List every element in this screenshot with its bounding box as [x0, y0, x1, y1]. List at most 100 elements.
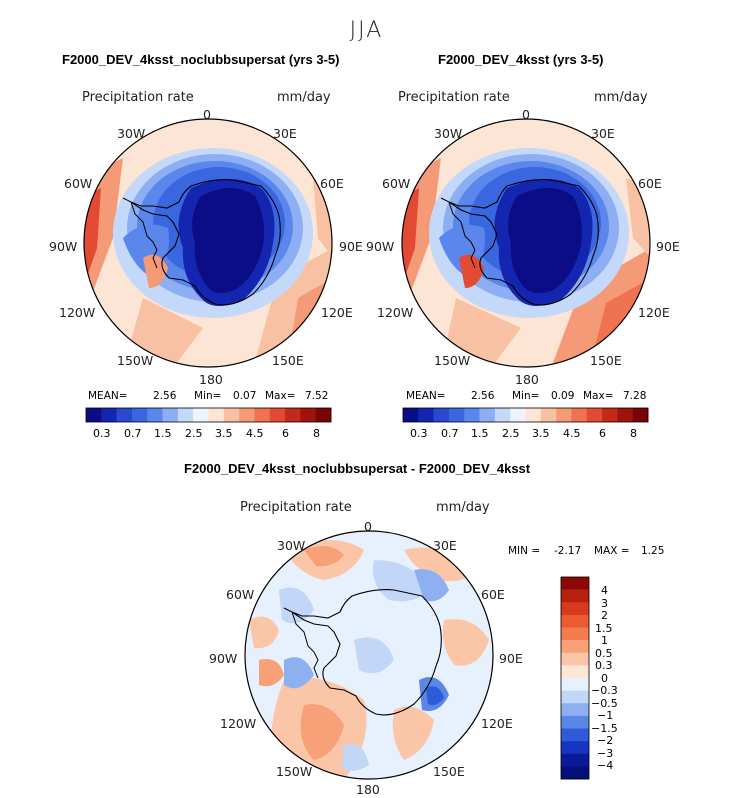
colorbar-swatch — [285, 408, 301, 422]
colorbar-swatch — [208, 408, 225, 422]
diff-cb-label-10: −1 — [597, 709, 614, 722]
right-lon-90w: 90W — [366, 239, 395, 254]
diff-lon-90e: 90E — [499, 651, 523, 666]
colorbar-swatch — [116, 408, 133, 422]
left-cb-label-5: 4.5 — [246, 427, 264, 440]
left-min-label: Min= — [194, 390, 222, 402]
right-lon-90e: 90E — [656, 239, 680, 254]
diff-lon-60w: 60W — [226, 587, 255, 602]
colorbar-swatch — [101, 408, 117, 422]
right-colorbar — [402, 407, 649, 423]
colorbar-swatch — [561, 678, 589, 691]
colorbar-frame — [402, 407, 649, 423]
colorbar-swatch — [315, 408, 332, 422]
right-mean-value: 2.56 — [471, 390, 495, 402]
diff-variable-label: Precipitation rate — [240, 500, 352, 515]
diff-panel-title: F2000_DEV_4ksst_noclubbsupersat - F2000_… — [184, 461, 531, 476]
left-lon-90w: 90W — [49, 239, 78, 254]
left-lon-30w: 30W — [117, 126, 146, 141]
left-max-value: 7.52 — [305, 390, 329, 402]
right-lon-120w: 120W — [377, 305, 414, 320]
colorbar-frame — [85, 407, 332, 423]
left-lon-120e: 120E — [321, 305, 353, 320]
right-panel-title: F2000_DEV_4ksst (yrs 3-5) — [438, 52, 604, 67]
left-lon-180: 180 — [199, 372, 223, 387]
diff-lon-30w: 30W — [277, 538, 306, 553]
colorbar-swatch — [540, 408, 557, 422]
left-min-value: 0.07 — [233, 390, 257, 402]
diff-cb-label-7: 0 — [601, 672, 608, 685]
colorbar-swatch — [561, 652, 589, 666]
colorbar-swatch — [561, 715, 589, 729]
right-lon-120e: 120E — [638, 305, 670, 320]
colorbar-swatch — [86, 408, 102, 422]
colorbar-swatch — [510, 408, 526, 422]
left-cb-label-6: 6 — [282, 427, 289, 440]
season-title: JJA — [349, 18, 384, 43]
right-cb-label-0: 0.3 — [410, 427, 428, 440]
diff-cb-label-11: −1.5 — [591, 722, 618, 735]
right-lon-30w: 30W — [434, 126, 463, 141]
diff-lon-120e: 120E — [481, 716, 513, 731]
colorbar-swatch — [571, 408, 588, 422]
colorbar-swatch — [494, 408, 511, 422]
left-lon-60w: 60W — [64, 176, 93, 191]
colorbar-swatch — [561, 690, 589, 704]
left-lon-0: 0 — [203, 107, 211, 122]
diff-units-label: mm/day — [436, 500, 490, 515]
right-max-value: 7.28 — [623, 390, 647, 402]
left-colorbar — [85, 407, 332, 423]
diff-cb-label-12: −2 — [597, 734, 614, 747]
colorbar-swatch — [561, 703, 589, 717]
left-mean-label: MEAN= — [88, 390, 128, 402]
right-lon-0: 0 — [522, 107, 530, 122]
colorbar-swatch — [561, 627, 589, 641]
right-lon-60w: 60W — [382, 176, 411, 191]
colorbar-swatch — [131, 408, 148, 422]
colorbar-swatch — [464, 408, 480, 422]
colorbar-swatch — [561, 741, 589, 755]
right-lon-180: 180 — [515, 372, 539, 387]
left-cb-label-3: 2.5 — [185, 427, 203, 440]
diff-min-value: -2.17 — [554, 545, 582, 557]
colorbar-swatch — [403, 408, 419, 422]
diff-cb-label-2: 2 — [601, 609, 608, 622]
left-cb-label-7: 8 — [313, 427, 320, 440]
left-cb-label-1: 0.7 — [124, 427, 142, 440]
colorbar-frame — [560, 576, 590, 780]
left-cb-label-0: 0.3 — [93, 427, 111, 440]
colorbar-swatch — [561, 766, 589, 780]
left-lon-120w: 120W — [59, 305, 96, 320]
left-units-label: mm/day — [277, 90, 331, 105]
diff-lon-90w: 90W — [209, 651, 238, 666]
colorbar-swatch — [632, 408, 649, 422]
right-min-value: 0.09 — [551, 390, 575, 402]
colorbar-swatch — [561, 665, 589, 679]
colorbar-swatch — [561, 577, 589, 590]
colorbar-swatch — [479, 408, 496, 422]
right-cb-label-2: 1.5 — [471, 427, 489, 440]
left-max-label: Max= — [265, 390, 296, 402]
right-lon-150e: 150E — [590, 353, 622, 368]
diff-lon-150e: 150E — [433, 764, 465, 779]
diff-polar-map — [244, 530, 494, 780]
left-mean-value: 2.56 — [153, 390, 177, 402]
diff-lon-30e: 30E — [433, 538, 457, 553]
diff-lon-150w: 150W — [276, 764, 313, 779]
colorbar-swatch — [561, 602, 589, 616]
diff-cb-label-9: −0.5 — [591, 697, 618, 710]
colorbar-swatch — [617, 408, 633, 422]
left-lon-150w: 150W — [117, 353, 154, 368]
colorbar-swatch — [561, 728, 589, 742]
left-variable-label: Precipitation rate — [82, 90, 194, 105]
colorbar-swatch — [561, 753, 589, 767]
diff-cb-label-0: 4 — [601, 584, 608, 597]
colorbar-swatch — [223, 408, 240, 422]
colorbar-swatch — [602, 408, 618, 422]
left-polar-map — [83, 118, 333, 368]
diff-max-label: MAX = — [594, 545, 630, 557]
left-lon-60e: 60E — [320, 176, 344, 191]
colorbar-swatch — [239, 408, 255, 422]
colorbar-swatch — [300, 408, 316, 422]
colorbar-swatch — [269, 408, 286, 422]
